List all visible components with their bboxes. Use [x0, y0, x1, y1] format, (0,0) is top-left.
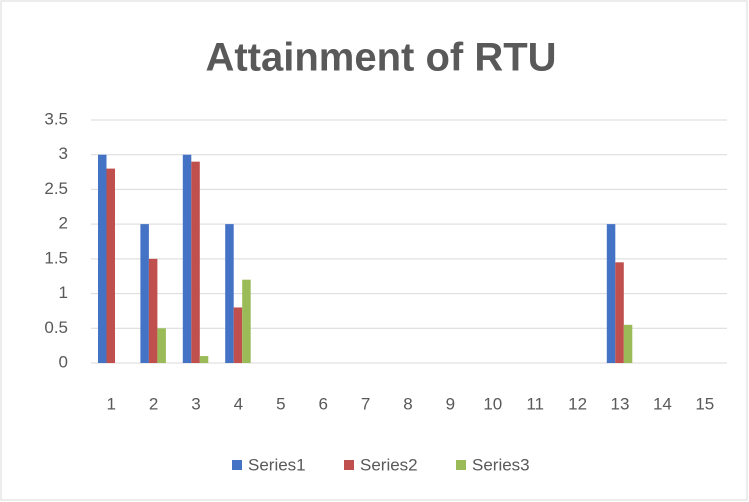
bar — [606, 224, 616, 363]
legend-swatch — [232, 460, 242, 470]
legend-label: Series1 — [248, 455, 306, 474]
x-tick-label: 7 — [361, 394, 370, 413]
x-tick-label: 3 — [191, 394, 200, 413]
bar — [106, 168, 115, 363]
chart-title: Attainment of RTU — [205, 36, 556, 80]
x-tick-label: 14 — [653, 394, 672, 413]
x-tick-label: 11 — [526, 394, 544, 413]
x-tick-label: 10 — [483, 394, 502, 413]
x-tick-label: 15 — [695, 394, 714, 413]
y-tick-label: 3 — [59, 144, 68, 163]
y-tick-label: 1 — [59, 283, 68, 302]
bar — [615, 262, 624, 363]
x-tick-label: 9 — [446, 394, 455, 413]
y-tick-label: 3.5 — [44, 109, 68, 128]
y-tick-label: 0 — [59, 352, 68, 371]
legend-swatch — [456, 460, 466, 470]
bar — [157, 328, 166, 363]
legend-swatch — [344, 460, 354, 470]
bar — [242, 279, 251, 363]
x-tick-label: 1 — [106, 394, 115, 413]
y-tick-label: 0.5 — [44, 318, 68, 337]
bar — [225, 224, 234, 363]
x-tick-label: 5 — [276, 394, 285, 413]
legend-label: Series3 — [472, 455, 530, 474]
bar — [98, 154, 107, 363]
bar — [182, 154, 192, 363]
bar — [140, 224, 149, 363]
x-tick-label: 6 — [318, 394, 327, 413]
legend-label: Series2 — [360, 455, 418, 474]
bar — [623, 324, 633, 363]
y-tick-label: 1.5 — [44, 248, 68, 267]
x-tick-label: 8 — [403, 394, 412, 413]
x-tick-label: 12 — [568, 394, 587, 413]
bar — [199, 356, 209, 363]
bar — [148, 258, 158, 363]
y-tick-label: 2.5 — [44, 179, 68, 198]
y-tick-label: 2 — [59, 214, 68, 233]
x-tick-label: 2 — [149, 394, 158, 413]
x-tick-label: 13 — [611, 394, 630, 413]
bar — [233, 307, 243, 363]
x-tick-label: 4 — [234, 394, 243, 413]
bar — [191, 161, 200, 363]
